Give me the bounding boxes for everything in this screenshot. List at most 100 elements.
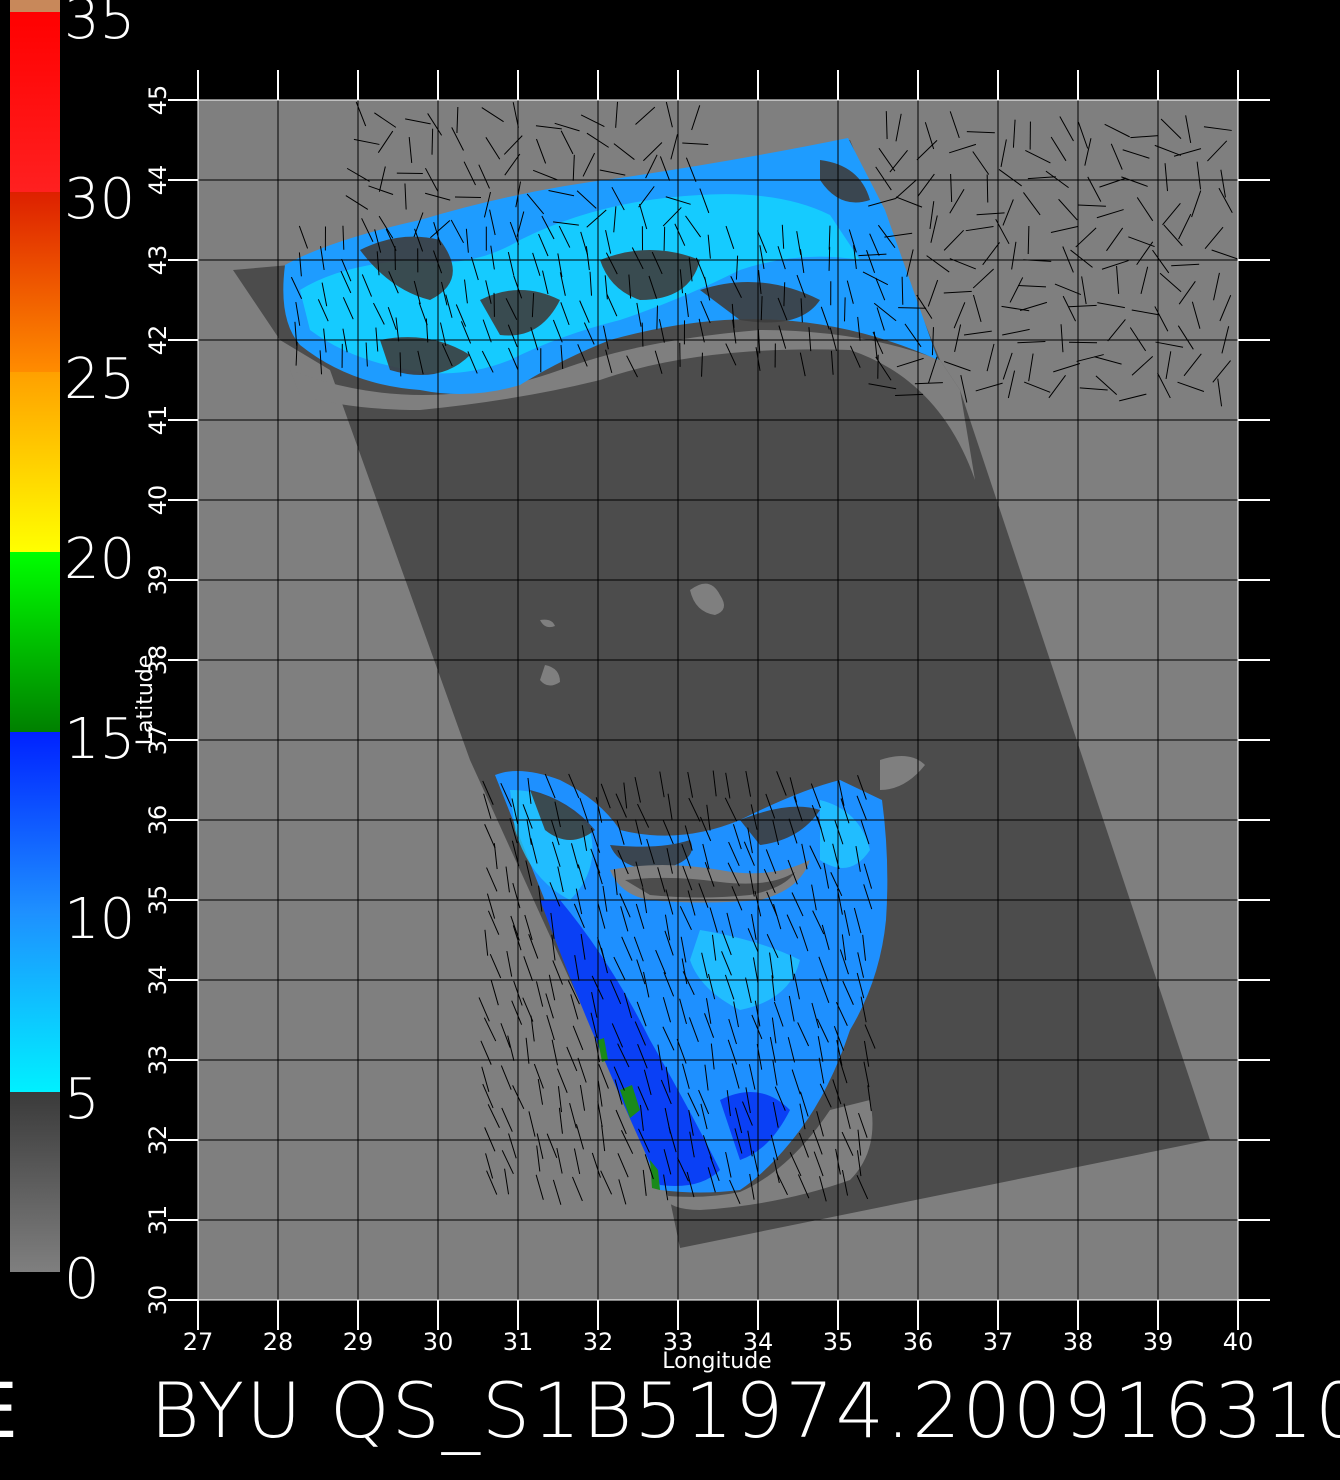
wind-vector [943,361,971,372]
land-south-band [660,1100,873,1210]
x-axis-label: Longitude [662,1349,771,1374]
wind-vector [954,324,962,352]
wind-field-black-sea [283,138,939,394]
wind-vector [731,303,735,328]
wind-vector [572,154,575,181]
wind-vector [894,179,917,200]
x-tick-label: 32 [583,1328,614,1356]
wind-vector [930,215,938,243]
wind-vector [651,251,663,275]
wind-vector [789,777,798,803]
wind-vector [796,274,806,298]
wind-vector [485,1153,494,1179]
wind-vector [654,350,663,374]
wind-vector [618,1179,627,1205]
wind-vector [791,1069,801,1095]
wind-vector [490,245,495,270]
wind-vector [609,979,622,1005]
wind-region-black-sea-light [300,194,860,374]
wind-vector [594,1036,600,1063]
wind-vector [949,111,960,139]
wind-vector [639,203,648,230]
wind-vector [552,960,564,985]
wind-vector [976,212,1005,216]
wind-vector [705,998,712,1024]
wind-vector [487,1104,500,1128]
wind-vector [1017,284,1046,288]
wind-vector [581,825,588,851]
wind-vector [757,329,761,354]
wind-vector [586,209,607,228]
wind-vector [704,1013,715,1038]
wind-vector [1157,372,1171,399]
wind-vector [489,953,502,979]
wind-vector [949,143,977,154]
wind-vector [621,936,633,961]
wind-vector [557,866,564,893]
wind-vector [482,1083,494,1109]
wind-vector [725,772,731,799]
wind-vector [841,1131,854,1156]
wind-vector [361,274,373,297]
wind-vector [664,930,674,956]
wind-vector [445,294,453,318]
wind-vector [665,101,673,128]
wind-vector [701,952,709,979]
wind-vector [786,914,799,939]
wind-vector [663,971,675,997]
wind-vector [635,861,644,887]
wind-vector [727,862,740,887]
wind-vector [535,981,544,1007]
wind-vector [470,256,479,281]
wind-vector [796,231,802,255]
wind-vector [876,307,885,331]
wind-vector [639,1104,644,1131]
wind-vector [645,154,658,179]
wind-vector [463,161,476,186]
wind-vector [781,224,785,249]
wind-vector [551,841,561,867]
wind-vector [751,914,757,940]
wind-vector [1050,136,1067,162]
wind-vector [548,190,575,197]
wind-vector [841,934,847,961]
wind-vector [695,257,706,281]
wind-vector [638,186,655,208]
wind-vector [830,872,843,897]
wind-vector [667,793,673,820]
wind-vector [842,980,854,1005]
wind-vector [655,949,667,975]
wind-vector [323,328,327,353]
wind-vector [799,249,805,274]
wind-vector [1104,123,1130,138]
wind-vector [700,1103,708,1130]
wind-vector [597,1101,603,1128]
wind-vector [706,804,711,831]
wind-vector [817,816,826,842]
wind-vector [799,1103,806,1130]
wind-vector [656,305,658,330]
wind-vector [1196,161,1202,190]
wind-vector [773,1157,780,1184]
wind-vector [725,225,735,249]
wind-vector [721,951,732,976]
wind-vector [537,1078,544,1105]
wind-vector [1101,260,1129,270]
wind-vector [512,925,522,951]
wind-vector [710,1043,715,1070]
wind-vector [777,297,788,321]
wind-vector [663,1174,669,1201]
wind-vector [857,952,865,978]
wind-vector [747,928,759,953]
y-tick-label: 43 [144,245,172,276]
colorbar-segment [10,1092,60,1272]
wind-vector [1028,353,1034,382]
wind-vector [1068,304,1097,308]
wind-vector [839,949,849,975]
wind-vector [832,1079,842,1105]
wind-vector [986,174,989,203]
colorbar-tick-labels: 0 5 10 15 20 25 30 35 [64,0,135,1312]
wind-vector [681,844,692,869]
wind-vector [682,142,709,146]
wind-vector [687,771,694,798]
